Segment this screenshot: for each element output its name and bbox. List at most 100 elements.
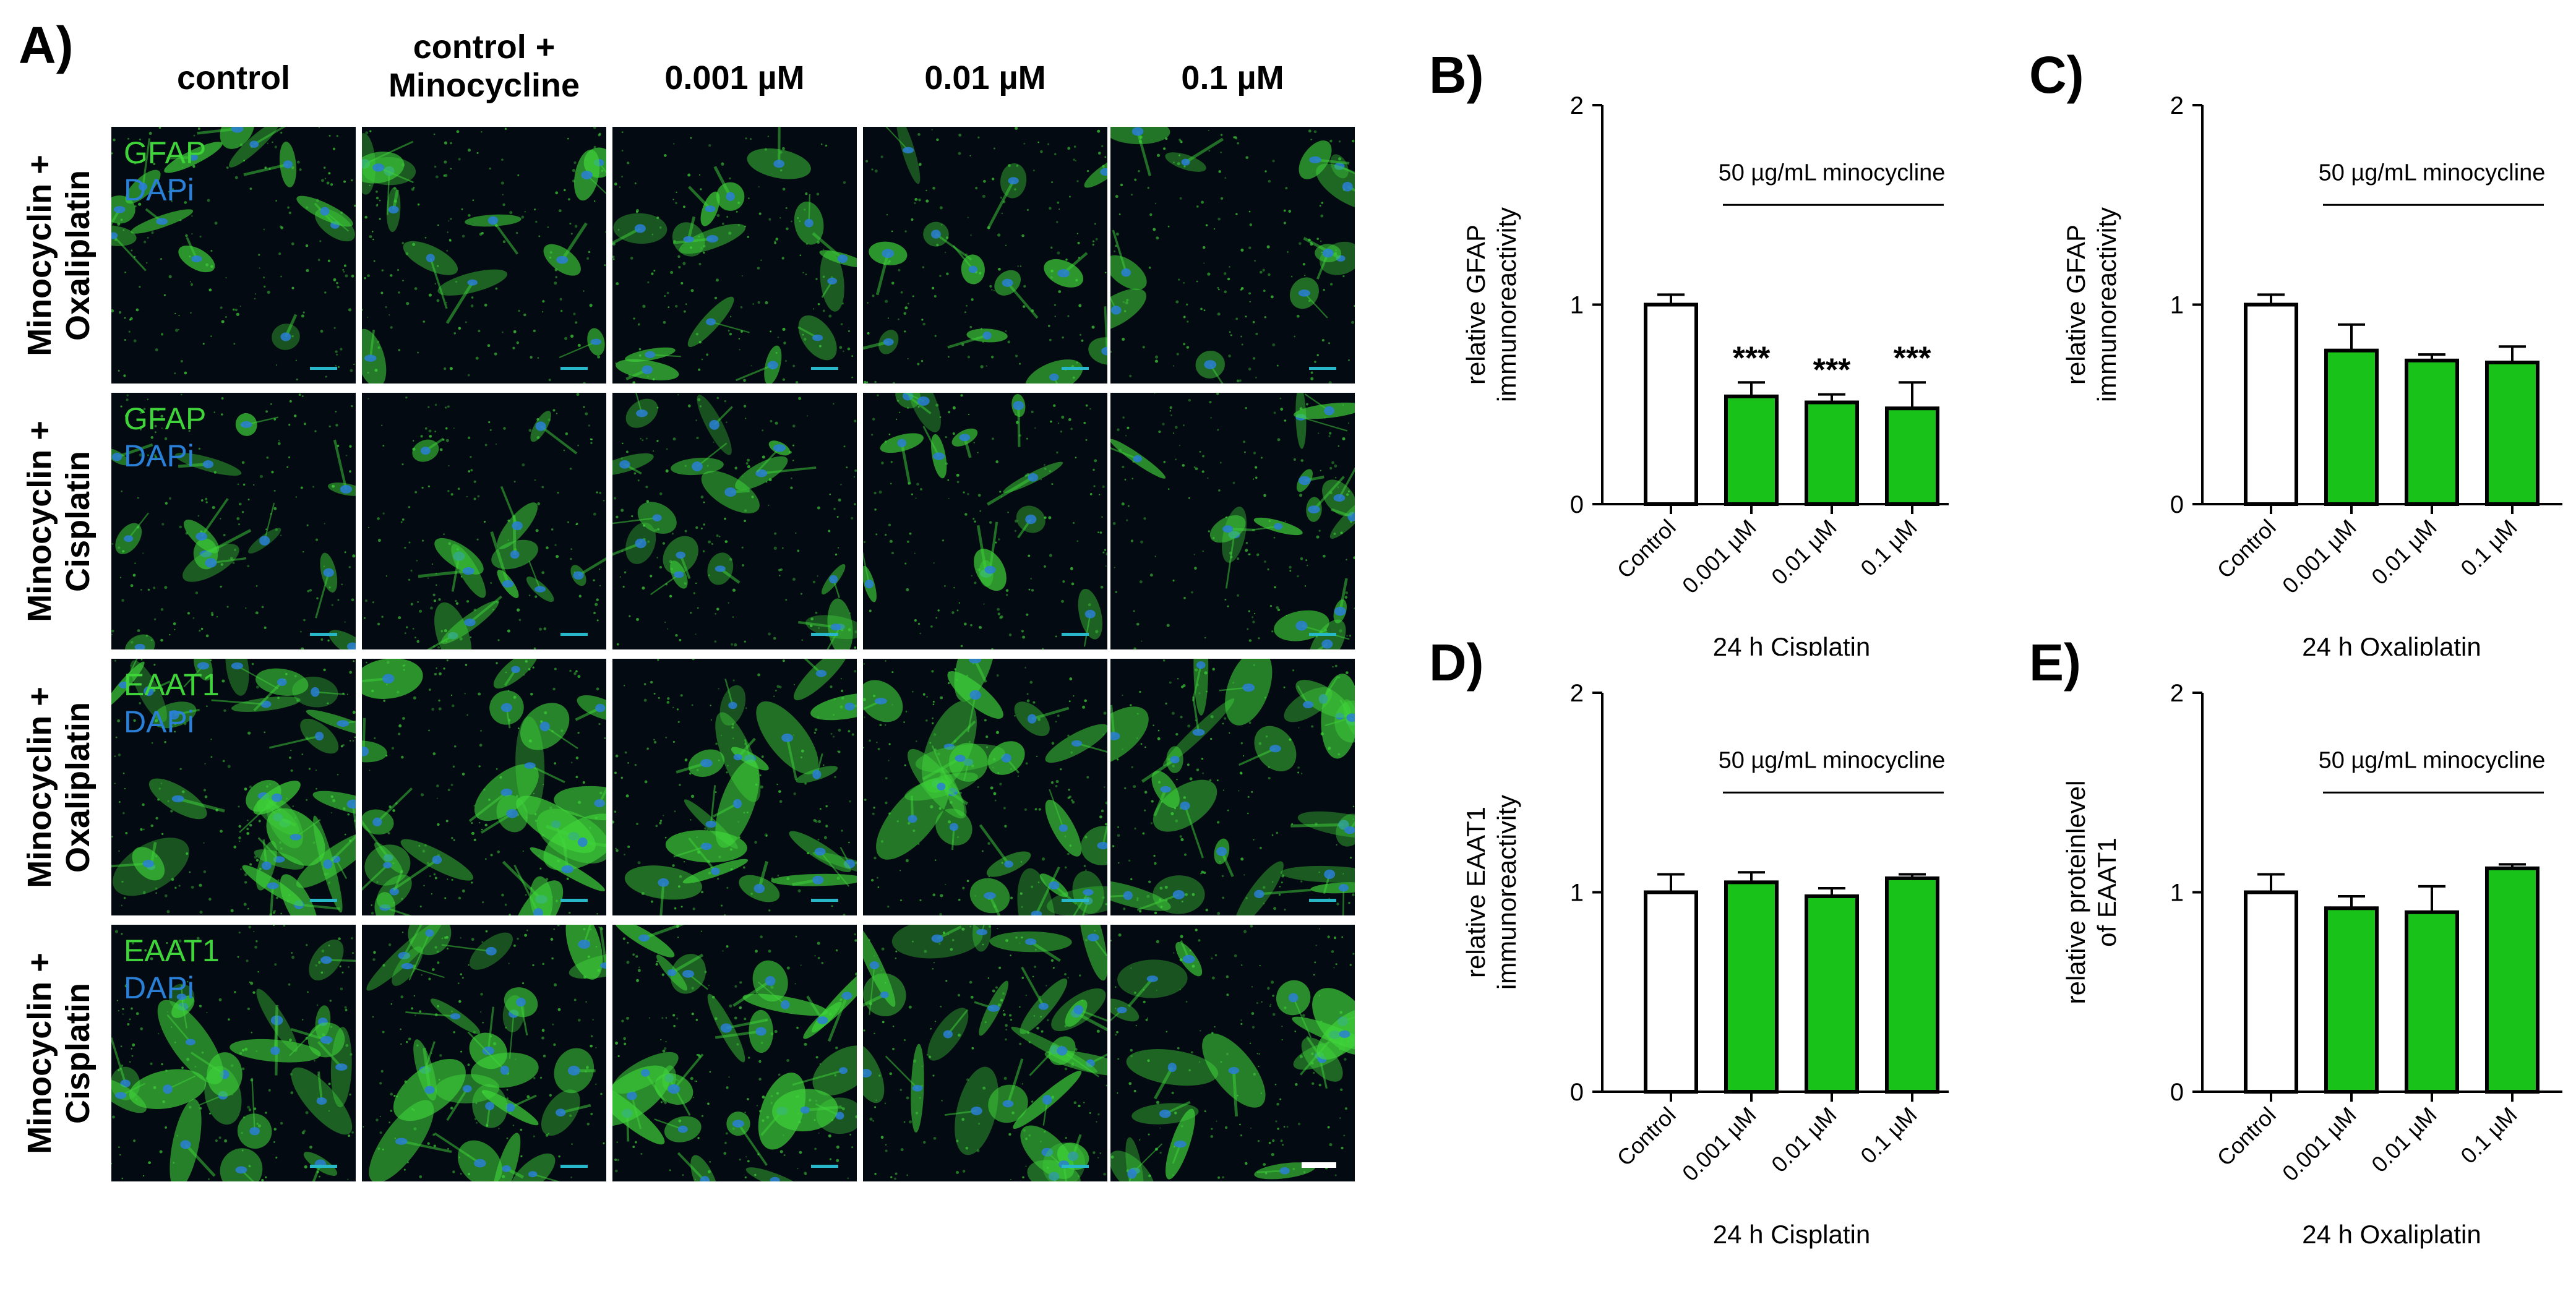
microscopy-image: [863, 127, 1107, 384]
bar: [2324, 348, 2379, 506]
scale-bar: [560, 633, 588, 636]
y-axis-label-line: relative EAAT1: [1461, 807, 1490, 978]
stain-label: DAPi: [124, 705, 194, 739]
panel-a-letter: A): [19, 16, 74, 74]
treatment-annotation: 50 µg/mL minocycline: [1719, 160, 1946, 186]
row-header: Minocyclin + Cisplatin: [20, 930, 97, 1177]
row-header: Minocyclin + Oxaliplatin: [20, 132, 97, 379]
scale-bar: [310, 633, 337, 636]
x-tick-label: 0.01 µM: [1766, 1102, 1841, 1177]
scale-bar: [1062, 367, 1089, 370]
row-header-line: Cisplatin: [59, 982, 97, 1124]
y-tick-label: 2: [2170, 92, 2184, 119]
marker-label: GFAP: [124, 401, 207, 436]
y-axis-label-line: immunoreactivity: [1492, 795, 1521, 990]
bar: [2405, 910, 2459, 1094]
y-tick-label: 1: [1570, 292, 1584, 319]
microscopy-image: [863, 393, 1107, 649]
scale-bar: [1309, 633, 1336, 636]
microscopy-image: [612, 127, 857, 384]
x-tick-label: 0.1 µM: [2455, 1102, 2522, 1168]
microscopy-image: [362, 925, 606, 1181]
x-tick-label: 0.01 µM: [2366, 1102, 2441, 1177]
x-axis-label: 24 h Oxaliplatin: [2302, 632, 2481, 656]
scale-bar: [811, 633, 838, 636]
y-tick-label: 1: [2170, 292, 2184, 319]
bar: [1885, 876, 1939, 1094]
microscopy-image: [1110, 127, 1355, 384]
column-header-line: 0.001 µM: [664, 59, 805, 96]
y-axis-label-line: immunoreactivity: [2092, 207, 2121, 402]
scale-bar: [1062, 899, 1089, 902]
microscopy-image: [1110, 925, 1355, 1181]
scale-bar: [310, 367, 337, 370]
microscopy-image: [612, 659, 857, 915]
row-header-line: Minocyclin +: [21, 952, 58, 1154]
chart-d-eaat1-cisplatin: D) 0 1 2 relative EAAT1immunoreactivity 50 µg…: [1429, 633, 1949, 1249]
scale-bar: [811, 899, 838, 902]
x-tick-label: 0.01 µM: [2366, 515, 2441, 589]
column-header: control + Minocycline: [361, 28, 608, 105]
x-tick-label: 0.001 µM: [2277, 515, 2361, 599]
column-header-line: control +: [413, 28, 556, 66]
y-axis-label-line: relative GFAP: [2061, 225, 2090, 385]
column-header-line: control: [177, 59, 290, 96]
y-tick-label: 1: [2170, 880, 2184, 907]
column-header-line: 0.1 µM: [1181, 59, 1284, 96]
scale-bar: [310, 899, 337, 902]
bar: [2485, 361, 2540, 507]
marker-label: EAAT1: [124, 667, 220, 702]
column-header: 0.01 µM: [862, 59, 1109, 97]
bar: [2485, 866, 2540, 1094]
y-axis-label-line: immunoreactivity: [1492, 207, 1521, 402]
panel-letter: D): [1429, 633, 1484, 692]
significance-marker: ***: [1733, 340, 1771, 376]
marker-label: EAAT1: [124, 933, 220, 968]
bar: [1805, 894, 1859, 1094]
scale-bar: [1062, 633, 1089, 636]
x-tick-label: 0.1 µM: [1855, 515, 1921, 581]
scale-bar: [1309, 367, 1336, 370]
y-tick-label: 0: [2170, 1079, 2184, 1106]
y-axis-label-line: relative proteinlevel: [2061, 781, 2090, 1005]
microscopy-image: [1110, 393, 1355, 649]
bar: [1805, 400, 1859, 507]
microscopy-image: [863, 659, 1107, 915]
microscopy-image: GFAP DAPi: [111, 393, 356, 649]
microscopy-image: GFAP DAPi: [111, 127, 356, 384]
chart-b-gfap-cisplatin: B) 0 1 2 relative GFAPimmunoreactivity 50 µg/…: [1429, 46, 1949, 656]
microscopy-image: [1110, 659, 1355, 915]
panel-letter: B): [1429, 46, 1484, 104]
x-tick-label: Control: [1612, 515, 1681, 583]
x-axis-label: 24 h Cisplatin: [1713, 1220, 1870, 1249]
microscopy-image: [362, 659, 606, 915]
chart-e-eaat1-protein-oxaliplatin: E) 0 1 2 relative proteinlevelof EAAT1 50 µg/…: [2029, 633, 2562, 1249]
x-tick-label: Control: [2212, 1102, 2281, 1171]
scale-bar: [560, 1165, 588, 1168]
y-axis-label-line: relative GFAP: [1461, 225, 1490, 385]
panel-letter: E): [2029, 633, 2081, 692]
y-axis-label: relative proteinlevelof EAAT1: [2061, 781, 2121, 1005]
scale-bar: [560, 899, 588, 902]
bar: [1724, 394, 1779, 506]
x-tick-label: Control: [2212, 515, 2281, 583]
y-tick-label: 0: [1570, 491, 1584, 518]
column-header: 0.1 µM: [1109, 59, 1357, 97]
scale-bar: [1302, 1162, 1336, 1168]
y-axis-label: relative GFAPimmunoreactivity: [2061, 207, 2121, 402]
x-tick-label: 0.1 µM: [1855, 1102, 1921, 1168]
column-header: control: [110, 59, 358, 97]
scale-bar: [811, 367, 838, 370]
bar: [2324, 906, 2379, 1094]
treatment-annotation: 50 µg/mL minocycline: [2319, 160, 2546, 186]
significance-marker: ***: [1894, 340, 1931, 376]
row-header-line: Cisplatin: [59, 450, 97, 592]
stain-label: DAPi: [124, 173, 194, 207]
row-header-line: Oxaliplatin: [59, 701, 97, 873]
panel-letter: C): [2029, 46, 2084, 104]
chart-c-gfap-oxaliplatin: C) 0 1 2 relative GFAPimmunoreactivity 50 µg/…: [2029, 46, 2562, 656]
y-tick-label: 2: [1570, 92, 1584, 119]
row-header-line: Minocyclin +: [21, 420, 58, 622]
marker-label: GFAP: [124, 135, 207, 170]
column-header-line: 0.01 µM: [924, 59, 1046, 96]
